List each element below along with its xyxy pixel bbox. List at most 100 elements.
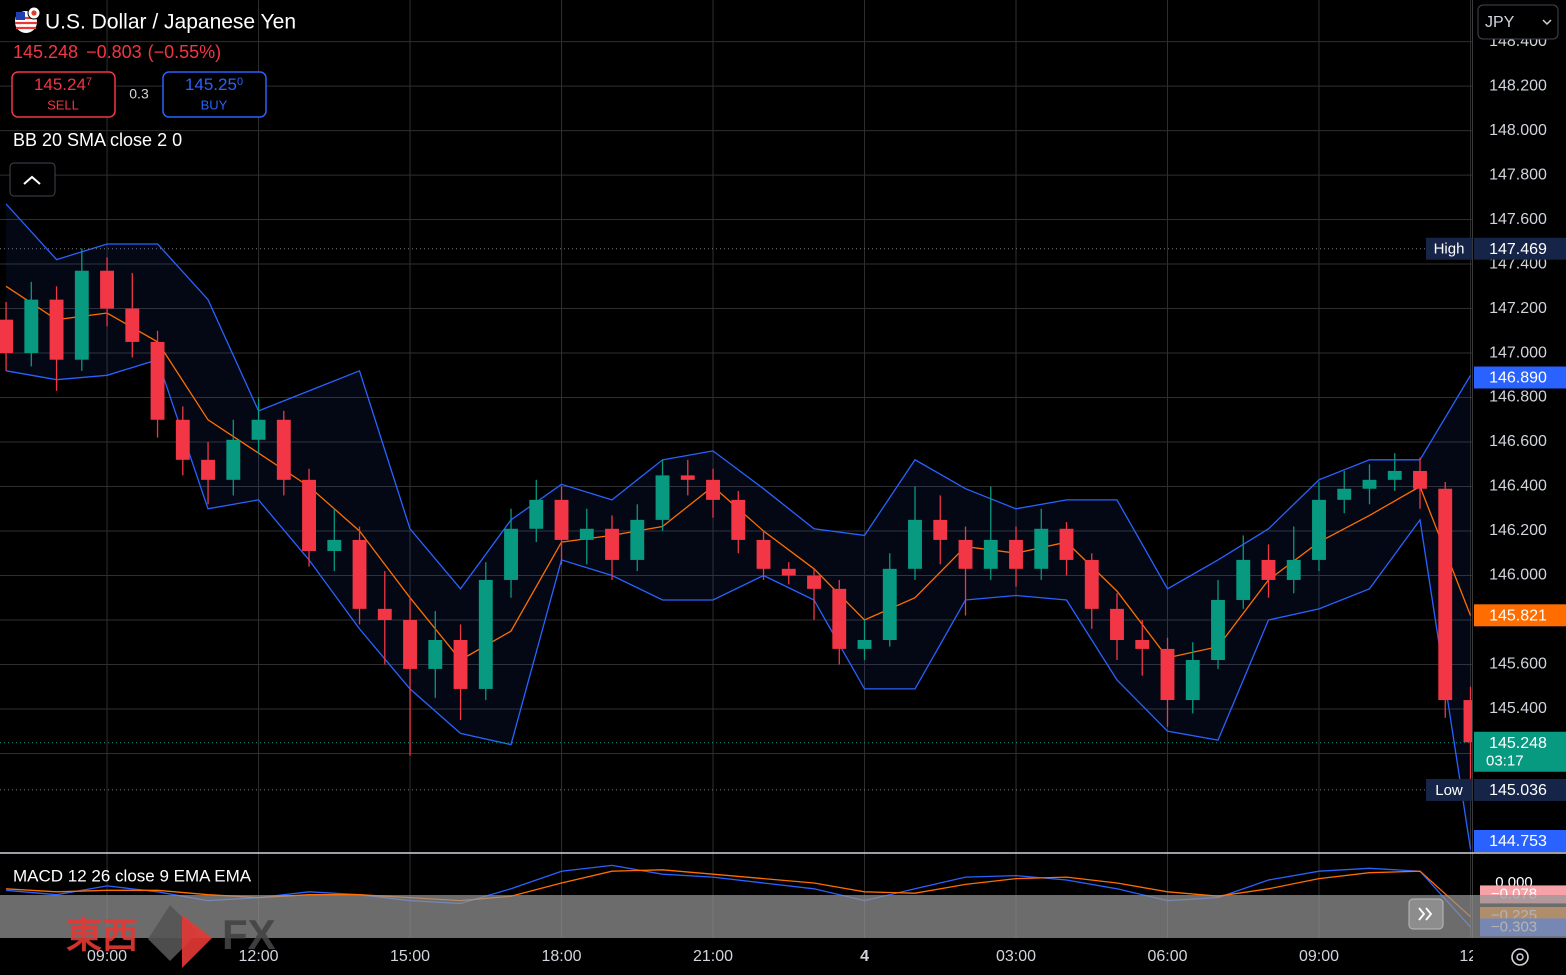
band-line	[5, 358, 1472, 850]
price-change: 145.248 −0.803 (−0.55%)	[13, 42, 221, 62]
axis-corner	[1473, 938, 1566, 975]
candle-body	[1312, 499, 1326, 560]
candle-body	[49, 299, 64, 360]
spread: 0.3	[129, 86, 149, 102]
collapse-button[interactable]	[9, 162, 56, 197]
change-pct: (−0.55%)	[148, 42, 222, 62]
candle-body	[630, 519, 645, 560]
price-tag-label: 145.036	[1489, 782, 1547, 799]
currency-dropdown[interactable]: JPY	[1477, 4, 1559, 40]
currency-box[interactable]	[1477, 4, 1559, 40]
candle-body	[428, 640, 443, 669]
y-tick-label: 148.200	[1489, 77, 1547, 94]
x-tick-label: 12:00	[239, 948, 279, 965]
buy-big[interactable]: 145.25	[185, 75, 237, 94]
flag-jp-dot	[31, 10, 37, 16]
price-tag	[1474, 778, 1566, 801]
x-tick-label: 18:00	[542, 948, 582, 965]
currency-label[interactable]: JPY	[1485, 14, 1515, 31]
buy-label[interactable]: BUY	[201, 97, 228, 112]
price-tag	[1474, 731, 1566, 772]
candle-body	[1236, 559, 1251, 600]
change: −0.803	[86, 42, 142, 62]
x-tick-label: 06:00	[1147, 948, 1187, 965]
candle-body	[1261, 559, 1276, 580]
buy-pip[interactable]: 0	[237, 76, 243, 88]
sell-big[interactable]: 145.24	[34, 75, 86, 94]
settings-icon[interactable]	[1511, 948, 1529, 966]
sell-pip[interactable]: 7	[86, 76, 92, 88]
logo-mark-red	[182, 915, 212, 968]
candle-body	[125, 308, 140, 342]
price-tag-label: 145.821	[1489, 608, 1547, 625]
y-tick-label: 145.400	[1489, 700, 1547, 717]
buy-button[interactable]: 145.250 BUY	[162, 71, 267, 118]
candle-body	[756, 539, 771, 569]
buy-price[interactable]: 145.250	[185, 75, 243, 94]
flag-canton	[16, 12, 25, 20]
candle-body	[1009, 539, 1023, 569]
candle-body	[1362, 479, 1377, 489]
price-tag-name: Low	[1435, 782, 1463, 799]
price-tag-name: High	[1434, 241, 1465, 258]
logo-mark	[148, 905, 198, 961]
collapse-box[interactable]	[9, 162, 56, 197]
candle-body	[352, 539, 367, 609]
y-tick-label: 147.200	[1489, 300, 1547, 317]
candle-body	[302, 479, 316, 552]
x-tick-label: 4	[860, 948, 869, 965]
x-tick-label: 09:00	[1299, 948, 1339, 965]
price-tag-label: 147.469	[1489, 241, 1547, 258]
symbol-icon	[15, 6, 41, 33]
logo-fx: FX	[222, 911, 276, 958]
sell-price[interactable]: 145.247	[34, 75, 92, 94]
candle-body	[1413, 470, 1427, 489]
candle-body	[857, 640, 872, 649]
candle-body	[327, 539, 342, 552]
sell-label[interactable]: SELL	[47, 97, 79, 112]
logo-kanji: 東西	[66, 915, 138, 956]
candle-body	[100, 270, 114, 309]
x-tick-label: 03:00	[996, 948, 1036, 965]
y-tick-label: 146.800	[1489, 389, 1547, 406]
candle-body	[478, 579, 493, 689]
candle-body	[1135, 640, 1150, 649]
settings-icon-center[interactable]	[1516, 953, 1524, 961]
candle-body	[0, 319, 14, 354]
candle-body	[983, 539, 998, 569]
candle-body	[807, 575, 821, 589]
candle-body	[1084, 559, 1099, 609]
price-tag-label: 145.248	[1489, 735, 1547, 752]
candle-body	[1110, 608, 1124, 641]
candle-body	[655, 475, 670, 520]
candle-body	[251, 419, 266, 440]
y-tick-label: 146.600	[1489, 433, 1547, 450]
candle-body	[529, 499, 544, 529]
forward-button[interactable]	[1408, 898, 1444, 930]
candle-body	[908, 519, 922, 569]
dropdown-icon[interactable]	[1542, 19, 1552, 26]
candle-body	[175, 419, 190, 460]
sell-box[interactable]	[11, 71, 116, 118]
price-tag	[1474, 366, 1566, 389]
forward-icon[interactable]	[1418, 907, 1433, 921]
candle-body	[1034, 528, 1049, 569]
candle-body	[226, 439, 241, 480]
sell-button[interactable]: 145.247 SELL	[11, 71, 116, 118]
overlay-layer: U.S. Dollar / Japanese Yen 145.248 −0.803…	[9, 4, 1559, 197]
settings-button[interactable]	[1511, 948, 1529, 966]
y-tick-label: 147.600	[1489, 211, 1547, 228]
symbol-title: U.S. Dollar / Japanese Yen	[45, 11, 296, 34]
collapse-icon[interactable]	[23, 175, 41, 185]
candle-body	[377, 608, 392, 620]
buy-box[interactable]	[162, 71, 267, 118]
forward-box[interactable]	[1408, 898, 1444, 930]
y-tick-label: 147.800	[1489, 166, 1547, 183]
candle-body	[1438, 488, 1453, 701]
price-tag-name-box	[1426, 237, 1472, 260]
y-tick-label: 146.000	[1489, 567, 1547, 584]
candle-body	[1211, 599, 1225, 661]
